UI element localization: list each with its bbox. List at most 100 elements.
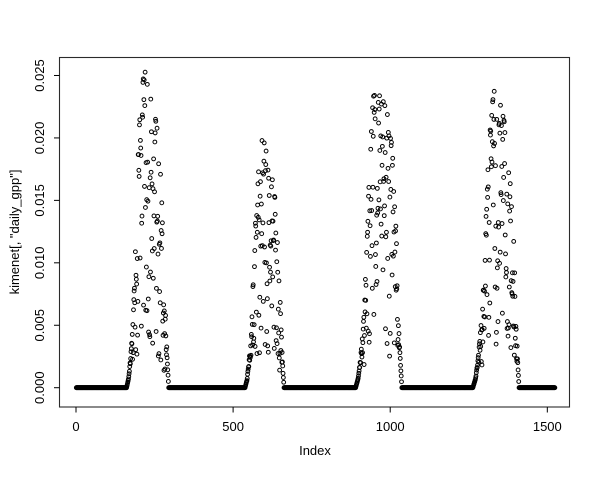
data-point (257, 193, 263, 199)
data-point (393, 228, 398, 234)
data-point (482, 288, 487, 294)
data-point (478, 344, 484, 349)
data-point (260, 299, 266, 304)
data-point (497, 130, 503, 136)
data-point (491, 88, 497, 94)
data-point (264, 329, 270, 334)
data-point (393, 223, 399, 229)
data-point (148, 169, 154, 175)
data-point (371, 109, 377, 115)
data-point (480, 306, 485, 312)
y-tick-label: 0.005 (32, 309, 47, 342)
data-point (247, 355, 253, 360)
data-point (505, 333, 511, 339)
data-point (266, 175, 272, 181)
data-point (474, 365, 480, 370)
data-point (369, 243, 375, 249)
data-point (152, 130, 158, 136)
data-point (274, 341, 280, 347)
data-point (260, 220, 266, 226)
data-point (394, 286, 400, 292)
data-point (490, 97, 496, 102)
data-point (380, 99, 386, 105)
data-point (245, 366, 251, 372)
data-point (140, 76, 146, 82)
data-point (397, 350, 403, 356)
data-point (515, 360, 521, 366)
data-point (390, 253, 396, 259)
data-point (273, 230, 279, 236)
data-point (253, 223, 259, 229)
data-point (386, 179, 392, 184)
data-point (512, 294, 518, 299)
data-point (379, 143, 385, 149)
data-point (480, 339, 486, 345)
data-point (372, 107, 378, 112)
data-point (252, 264, 257, 270)
data-point (258, 179, 263, 185)
data-point (509, 204, 514, 210)
data-point (365, 328, 371, 334)
data-point (276, 278, 282, 284)
data-point (135, 332, 140, 338)
data-point (483, 283, 488, 289)
data-point (475, 355, 481, 360)
data-point (494, 265, 500, 271)
data-point (495, 319, 501, 324)
data-point (156, 351, 162, 357)
data-point (280, 375, 286, 380)
data-point (257, 350, 262, 356)
data-point (245, 369, 251, 374)
data-point (250, 282, 256, 288)
data-point (390, 162, 395, 168)
data-point (265, 349, 271, 355)
data-point (251, 335, 257, 341)
data-point (384, 341, 390, 346)
data-point (267, 264, 272, 270)
data-point (510, 270, 515, 276)
data-point (394, 241, 399, 247)
data-point (481, 325, 487, 331)
data-point (141, 77, 147, 83)
data-point (501, 119, 507, 125)
data-point (152, 139, 158, 145)
data-point (482, 258, 488, 263)
data-point (508, 345, 514, 351)
data-point (252, 344, 258, 349)
data-point (493, 163, 498, 169)
data-point (392, 204, 398, 210)
data-point (244, 378, 250, 383)
data-point (498, 102, 503, 108)
data-point (504, 270, 509, 275)
data-point (485, 184, 491, 190)
data-point (128, 349, 134, 355)
data-point (277, 300, 283, 305)
data-point (158, 171, 163, 177)
data-point (507, 208, 513, 214)
data-point (383, 234, 389, 240)
data-point (387, 330, 393, 336)
x-tick-label: 500 (222, 419, 244, 434)
data-point (498, 190, 504, 196)
data-point (163, 313, 168, 318)
data-point (362, 277, 368, 282)
data-point (263, 168, 268, 174)
data-point (165, 379, 171, 384)
data-point (513, 324, 519, 329)
data-point (380, 267, 386, 273)
data-point (139, 220, 145, 226)
data-point (476, 352, 481, 358)
data-point (280, 363, 286, 369)
data-point (165, 361, 170, 367)
data-point (377, 148, 383, 153)
data-point (506, 322, 512, 328)
data-point (257, 294, 263, 300)
data-point (363, 282, 369, 288)
data-point (510, 293, 516, 299)
data-point (248, 352, 254, 358)
x-tick-label: 0 (72, 419, 79, 434)
points-layer (73, 69, 558, 391)
data-point (367, 208, 373, 214)
